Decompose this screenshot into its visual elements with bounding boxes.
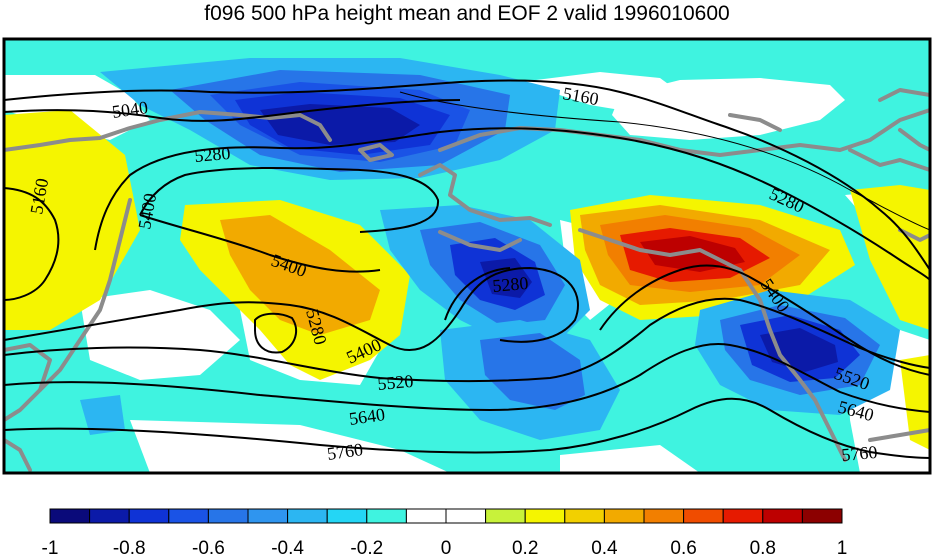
map-frame [2,37,932,475]
height-contours [4,79,930,459]
contour-5280-closed [254,312,298,354]
coastline-gulf [868,428,930,442]
coastline-asia [4,438,32,472]
coastline-arctic [898,128,930,152]
coastline-kamchatka [38,198,132,392]
colorbar-tick-label: 0 [441,538,452,558]
colorbar-tick-label: -0.2 [350,538,383,558]
contour-5520 [4,297,930,382]
coastline-japan [4,343,52,422]
colorbar-tick-label: 0.8 [750,538,776,558]
colorbar-swatch [168,508,209,524]
contour-label: 5760 [841,442,879,465]
colorbar: -1 -0.8 -0.6 -0.4 -0.2 0 0.2 0.4 0.6 0.8 1 [42,508,848,558]
coastline-aleutian [438,230,522,252]
neutral-area [560,445,700,473]
coastline-hudson [848,148,930,172]
positive-anomaly [4,110,140,330]
contour-5160-west [4,187,60,301]
colorbar-swatch [49,508,91,524]
coastline-island [358,143,394,162]
colorbar-swatch [643,508,685,524]
colorbar-swatch [366,508,407,524]
contour-label: 5040 [111,97,149,122]
neutral-area [612,78,845,140]
colorbar-tick-label: -1 [42,538,59,558]
neutral-area [80,290,240,380]
colorbar-tick-label: -0.4 [271,538,304,558]
colorbar-swatch [287,508,328,524]
contour-label: 5760 [326,439,364,464]
colorbar-swatch [801,508,843,524]
contour-label: 5280 [492,273,530,296]
coastline-arctic-island [728,113,782,132]
colorbar-swatch [247,508,289,524]
contour-5400-north [139,166,440,233]
colorbar-swatch [762,508,803,524]
colorbar-swatch [485,508,526,524]
coastline-alaska [418,163,552,227]
contour-5400-north-arm [139,214,381,273]
colorbar-swatch [722,508,764,524]
colorbar-swatch [524,508,566,524]
coastline-north-america-west [738,268,847,462]
contour-label: 5520 [377,371,415,394]
colorbar-swatch [603,508,645,524]
positive-anomaly [900,355,930,450]
contour-5160 [4,79,930,271]
colorbar-tick-label: 0.2 [512,538,538,558]
contour-thin [399,91,930,231]
contour-5640 [4,343,930,413]
contour-5280 [94,127,930,281]
contour-5760 [4,397,930,459]
colorbar-tick-label: 0.6 [670,538,696,558]
colorbar-swatch [128,508,170,524]
colorbar-swatch [89,508,130,524]
colorbar-swatch [445,508,487,524]
colorbar-tick-label: 0.4 [591,538,618,558]
contour-label: 5280 [194,143,232,166]
colorbar-tick-label: 1 [837,538,848,558]
negative-anomaly [480,333,585,410]
positive-anomaly [220,215,380,335]
colorbar-swatch [207,508,249,524]
coastline-gulf-of-alaska [578,228,742,272]
map-title: f096 500 hPa height mean and EOF 2 valid… [204,2,730,25]
colorbar-swatch [564,508,605,524]
contour-label: 5640 [348,404,386,429]
colorbar-swatch [326,508,368,524]
contour-5400-south [4,266,579,351]
coastline-east [898,228,930,242]
neutral-area [130,420,450,473]
contour-5280-low [444,267,511,321]
colorbar-tick-label: -0.6 [192,538,225,558]
colorbar-swatch [683,508,724,524]
positive-anomaly [640,236,745,272]
contour-5040 [4,99,461,122]
coastline-arctic [878,88,930,102]
coastline-siberia [4,110,332,152]
negative-anomaly [80,395,125,435]
colorbar-swatch [405,508,447,524]
colorbar-tick-label: -0.8 [113,538,146,558]
